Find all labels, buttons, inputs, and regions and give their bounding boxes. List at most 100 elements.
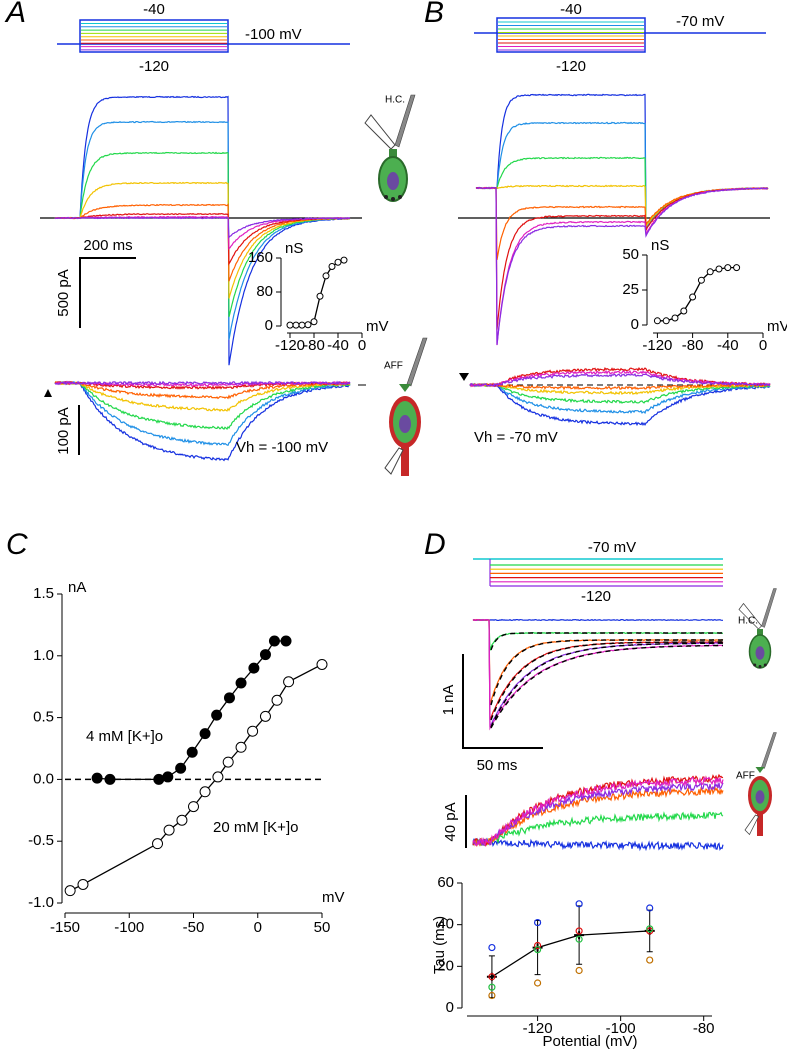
protocol-box <box>79 19 229 53</box>
voltage-label: -70 mV <box>676 13 724 30</box>
x-tick-label: -100 <box>606 1020 636 1037</box>
x-tick-label: 0 <box>358 337 366 354</box>
current-trace <box>472 776 724 847</box>
data-point <box>334 258 342 266</box>
x-tick-label: -40 <box>717 337 739 354</box>
current-trace <box>54 380 351 386</box>
data-point <box>283 676 295 688</box>
series-label: 20 mM [K+]o <box>213 819 298 836</box>
y-tick-label: 25 <box>622 281 639 298</box>
traces <box>40 17 771 852</box>
data-point <box>248 662 260 674</box>
data-point <box>286 321 294 329</box>
current-trace <box>490 642 723 728</box>
x-tick-label: -80 <box>303 337 325 354</box>
data-point <box>340 256 348 264</box>
x-tick-label: -150 <box>50 919 80 936</box>
data-point <box>575 966 583 975</box>
data-point <box>662 317 670 325</box>
y-tick-label: 20 <box>437 957 454 974</box>
data-point <box>488 983 496 991</box>
panel-label: B <box>424 0 444 29</box>
series-line <box>290 259 345 326</box>
current-trace <box>472 781 724 847</box>
series-label: 4 mM [K+]o <box>86 728 163 745</box>
y-tick-label: 0 <box>631 316 639 333</box>
data-point <box>259 649 271 661</box>
current-trace <box>475 186 769 345</box>
data-point <box>724 264 732 272</box>
x-tick-label: 0 <box>254 919 262 936</box>
data-point <box>199 728 211 740</box>
y-tick-label: 0.0 <box>33 770 54 787</box>
y-axis-label: nS <box>651 237 669 254</box>
data-point <box>235 677 247 689</box>
data-point <box>304 321 312 329</box>
current-trace <box>472 773 724 847</box>
data-point <box>64 885 76 897</box>
cell-label: H.C. <box>385 95 405 106</box>
holding-label: Vh = -100 mV <box>236 439 328 456</box>
y-tick-label: 40 <box>437 916 454 933</box>
data-point <box>176 814 188 826</box>
data-point <box>715 265 723 273</box>
current-trace <box>469 382 771 395</box>
y-tick-label: 60 <box>437 874 454 891</box>
panel-label: A <box>4 0 26 29</box>
y-tick-label: 50 <box>622 246 639 263</box>
data-point <box>186 746 198 758</box>
data-point <box>268 635 280 647</box>
current-trace <box>472 619 724 731</box>
cell-icon <box>364 94 416 202</box>
data-point <box>292 321 300 329</box>
data-point <box>223 692 235 704</box>
y-tick-label: 160 <box>248 249 273 266</box>
y-tick-label: -1.0 <box>28 894 54 911</box>
x-tick-label: -50 <box>183 919 205 936</box>
data-point <box>733 264 741 272</box>
scale-bars <box>78 257 543 848</box>
data-point <box>259 710 271 722</box>
x-axis-label: mV <box>767 318 787 335</box>
current-trace <box>490 641 723 721</box>
protocol-box <box>496 17 646 53</box>
scale-label: 50 ms <box>477 757 518 774</box>
data-point <box>533 941 542 950</box>
data-point <box>533 918 542 927</box>
scale-label: 100 pA <box>55 407 72 455</box>
data-point <box>574 931 585 940</box>
series-line <box>657 266 737 322</box>
holding-label: Vh = -70 mV <box>474 429 558 446</box>
current-trace <box>54 212 351 266</box>
data-point <box>271 694 283 706</box>
data-point <box>163 824 175 836</box>
data-point <box>152 838 164 850</box>
data-point <box>488 973 496 981</box>
cell-icon <box>384 337 428 477</box>
current-trace <box>472 618 724 728</box>
data-point <box>322 272 330 280</box>
data-point <box>310 318 318 326</box>
y-tick-label: 80 <box>256 283 273 300</box>
current-trace <box>475 186 769 346</box>
x-tick-label: -120 <box>642 337 672 354</box>
chart: -120 -100 -80 0 20 40 60 Potential (mV) Tau (ms) <box>431 874 715 1050</box>
series-line <box>97 640 287 781</box>
current-trace <box>54 381 351 462</box>
x-tick-label: 50 <box>314 919 331 936</box>
data-point <box>488 991 496 1000</box>
data-point <box>91 772 103 784</box>
x-axis-label: mV <box>322 889 345 906</box>
data-point <box>222 756 234 768</box>
current-trace <box>54 380 351 430</box>
data-point <box>316 658 328 670</box>
current-trace <box>54 120 351 340</box>
y-axis-label: Tau (ms) <box>431 916 448 974</box>
data-point <box>575 927 583 935</box>
data-point <box>646 956 654 964</box>
marker-arrow <box>459 373 469 381</box>
x-axis-label: Potential (mV) <box>542 1033 637 1050</box>
data-point <box>533 946 542 954</box>
y-axis-label: nA <box>68 579 86 596</box>
